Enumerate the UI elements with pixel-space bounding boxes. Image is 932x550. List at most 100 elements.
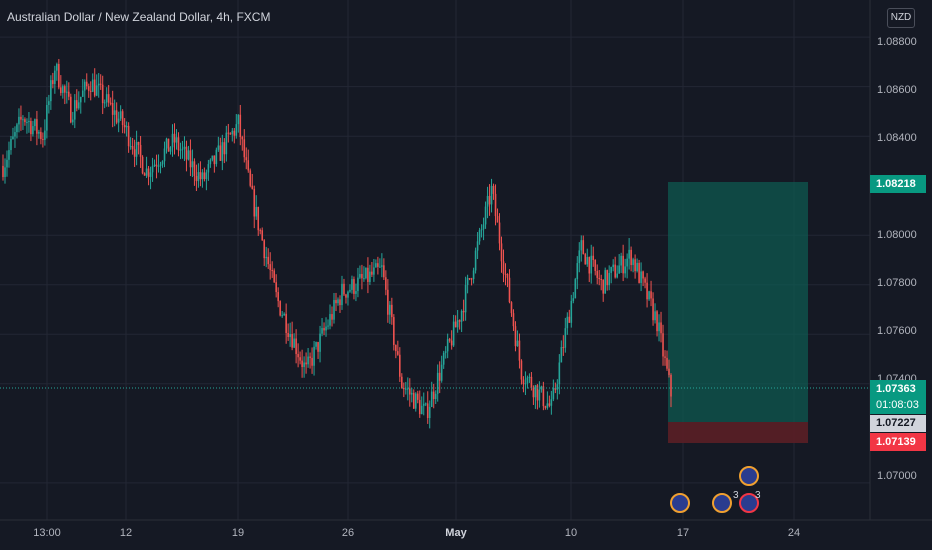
candle-body: [117, 118, 120, 123]
candle-body: [54, 70, 56, 84]
candle-body: [337, 299, 339, 304]
candle-body: [10, 139, 12, 151]
candle-body: [502, 261, 505, 274]
candle-body: [56, 64, 58, 71]
candle-body: [584, 254, 587, 265]
candle-body: [217, 145, 220, 150]
candle-body: [73, 100, 76, 120]
candle-body: [335, 300, 337, 304]
candle-body: [201, 172, 204, 180]
candle-body: [626, 258, 628, 267]
candle-body: [416, 393, 419, 400]
candle-body: [484, 206, 487, 225]
candle-body: [472, 270, 475, 280]
candle-body: [157, 165, 160, 167]
candle-body: [147, 168, 150, 177]
price-tick: 1.08800: [877, 36, 917, 48]
nz-flag-event-icon[interactable]: [739, 493, 759, 513]
candle-body: [662, 333, 664, 357]
candle-body: [532, 388, 535, 398]
candle-body: [468, 278, 471, 280]
candle-body: [341, 283, 343, 306]
candle-body: [329, 314, 331, 326]
candle-body: [50, 80, 52, 102]
candle-body: [668, 368, 670, 375]
candle-body: [496, 216, 499, 223]
candle-body: [28, 121, 30, 123]
nz-flag-event-icon[interactable]: [739, 466, 759, 486]
candle-body: [79, 96, 82, 103]
candle-body: [187, 150, 190, 160]
candle-body: [586, 257, 589, 265]
candle-body: [520, 360, 523, 380]
candle-body: [87, 86, 90, 91]
candle-body: [562, 347, 565, 349]
candle-body: [247, 160, 250, 171]
candle-body: [345, 294, 347, 298]
candle-body: [349, 289, 351, 292]
candle-body: [69, 96, 72, 123]
candle-body: [315, 342, 317, 347]
candle-body: [6, 159, 8, 168]
candle-body: [544, 406, 547, 408]
candle-body: [107, 94, 110, 103]
candle-body: [287, 333, 289, 338]
candle-body: [97, 83, 100, 86]
candle-body: [14, 132, 16, 137]
candle-body: [197, 172, 200, 182]
candle-body: [564, 328, 567, 348]
candle-body: [277, 292, 279, 302]
candle-body: [542, 386, 545, 407]
candle-body: [652, 298, 654, 321]
candle-body: [121, 111, 124, 125]
candle-body: [648, 291, 650, 300]
candle-body: [436, 372, 439, 394]
au-flag-event-icon[interactable]: [670, 493, 690, 513]
candle-body: [309, 356, 311, 358]
au-flag-event-icon[interactable]: [712, 493, 732, 513]
candle-body: [343, 283, 345, 295]
candle-body: [351, 279, 353, 290]
candle-body: [538, 389, 541, 401]
candle-body: [83, 81, 86, 91]
candle-body: [397, 351, 399, 355]
candle-body: [213, 155, 216, 165]
candle-body: [77, 102, 80, 109]
candle-body: [251, 185, 254, 189]
candle-body: [22, 119, 24, 121]
candle-body: [151, 166, 154, 173]
candle-body: [420, 405, 423, 415]
candle-body: [634, 259, 636, 272]
candle-body: [139, 144, 142, 157]
candle-body: [237, 114, 240, 125]
candle-body: [113, 110, 116, 115]
candle-body: [666, 357, 668, 369]
candle-body: [412, 392, 415, 409]
currency-badge[interactable]: NZD: [887, 8, 915, 28]
candle-body: [215, 149, 218, 165]
candle-body: [149, 172, 152, 177]
candle-body: [165, 138, 168, 149]
candle-body: [664, 356, 666, 358]
candle-body: [301, 360, 303, 368]
candle-body: [125, 125, 128, 128]
bar-countdown: 01:08:03: [876, 399, 919, 411]
candle-body: [367, 267, 369, 282]
candle-body: [602, 279, 605, 294]
candle-body: [568, 316, 571, 323]
candle-body: [123, 124, 126, 128]
candle-body: [185, 146, 188, 160]
current-price-value: 1.07363: [876, 383, 916, 395]
candle-body: [422, 403, 425, 406]
candle-body: [32, 126, 34, 135]
candle-body: [211, 155, 214, 160]
profit-zone: [668, 182, 808, 422]
entry-price-label: 1.07227: [870, 415, 926, 432]
candle-body: [191, 161, 194, 168]
candles: [2, 58, 672, 429]
time-tick: 10: [564, 527, 578, 539]
candle-body: [518, 340, 521, 361]
candle-body: [233, 130, 236, 136]
candle-body: [480, 229, 483, 231]
